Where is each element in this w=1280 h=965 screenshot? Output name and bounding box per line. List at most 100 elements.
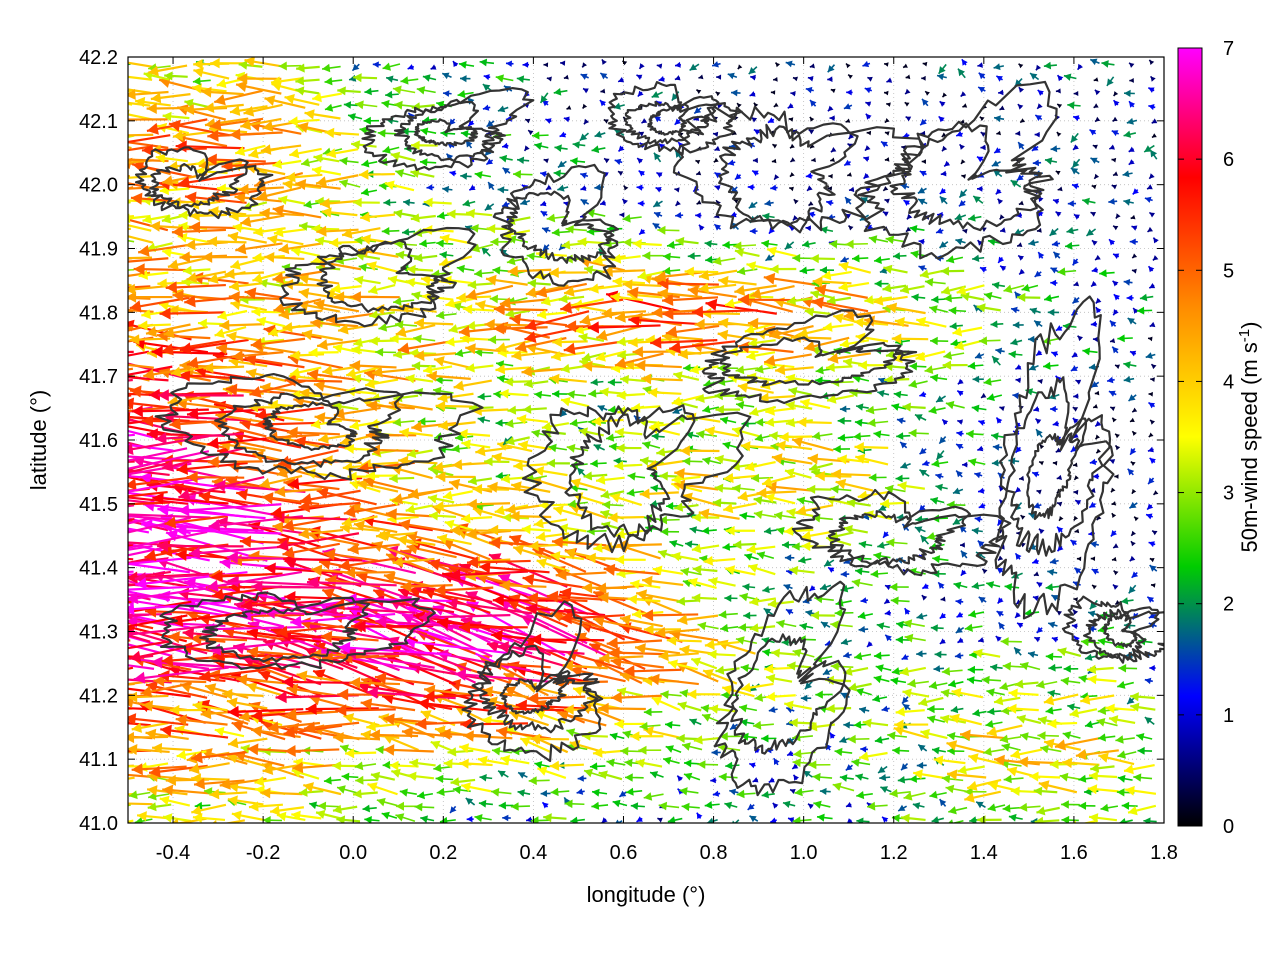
wind-arrow-head	[56, 417, 68, 429]
wind-arrow-head	[1095, 421, 1101, 427]
wind-arrow-head	[527, 252, 535, 261]
wind-arrow-head	[750, 228, 756, 235]
wind-arrow-head	[55, 651, 67, 663]
wind-arrow-head	[229, 291, 240, 303]
wind-arrow-head	[1019, 803, 1027, 812]
wind-arrow-head	[667, 241, 675, 249]
wind-arrow-head	[785, 554, 791, 561]
wind-arrow-head	[932, 459, 940, 467]
wind-arrow-head	[1034, 787, 1043, 796]
wind-arrow-head	[623, 238, 631, 247]
wind-arrow-head	[755, 418, 763, 427]
wind-arrow	[63, 668, 133, 683]
wind-arrow-head	[114, 405, 126, 417]
wind-arrow	[111, 270, 134, 271]
wind-arrow-head	[412, 291, 421, 300]
wind-arrow	[104, 202, 131, 205]
wind-arrow-head	[382, 812, 390, 820]
wind-arrow-head	[702, 405, 710, 413]
wind-arrow-head	[1086, 229, 1094, 236]
wind-arrow-head	[415, 803, 423, 812]
wind-arrow-head	[228, 738, 238, 749]
wind-arrow-head	[738, 491, 748, 501]
wind-arrow-head	[487, 224, 496, 233]
wind-arrow-head	[855, 774, 863, 781]
wind-arrow-head	[968, 610, 976, 618]
wind-arrow-head	[582, 731, 591, 740]
wind-arrow-head	[1039, 529, 1045, 534]
wind-arrow-head	[1028, 651, 1035, 658]
wind-arrow-head	[61, 632, 73, 644]
wind-arrow-head	[925, 278, 933, 287]
wind-arrow-head	[940, 613, 946, 619]
wind-arrow	[86, 709, 133, 712]
wind-arrow-head	[251, 726, 262, 738]
wind-arrow-head	[502, 815, 508, 822]
wind-arrow-head	[1040, 445, 1045, 450]
wind-arrow-head	[1132, 408, 1137, 413]
wind-arrow-head	[876, 664, 884, 672]
wind-arrow-head	[987, 393, 995, 401]
wind-arrow-head	[1061, 677, 1069, 686]
wind-arrow-head	[99, 791, 109, 801]
wind-arrow-head	[1061, 800, 1069, 809]
wind-arrow-head	[592, 789, 600, 797]
wind-arrow-head	[788, 387, 797, 396]
wind-arrow-head	[917, 613, 924, 620]
wind-arrow-head	[419, 239, 427, 247]
wind-arrow-head	[580, 315, 591, 326]
wind-arrow-head	[488, 335, 496, 344]
wind-arrow-head	[736, 401, 744, 409]
wind-arrow-head	[690, 365, 700, 375]
wind-arrow-head	[1057, 267, 1065, 276]
wind-arrow-head	[1145, 678, 1152, 684]
wind-arrow-head	[1018, 256, 1024, 261]
wind-arrow	[1068, 821, 1098, 828]
wind-arrow-head	[994, 696, 1003, 705]
wind-arrow-head	[80, 714, 91, 726]
wind-arrow-head	[1124, 376, 1131, 383]
wind-arrow-head	[391, 769, 401, 778]
wind-arrow-head	[1113, 309, 1119, 315]
wind-arrow-head	[829, 240, 837, 249]
wind-arrow-head	[991, 432, 999, 440]
wind-arrow-head	[111, 266, 119, 275]
wind-arrow-head	[1052, 240, 1059, 247]
wind-arrow-head	[1116, 213, 1121, 218]
wind-arrow-head	[468, 280, 477, 289]
wind-arrow-head	[80, 609, 91, 621]
wind-arrow-head	[770, 264, 779, 273]
wind-arrow-head	[1149, 213, 1155, 218]
wind-arrow-head	[773, 803, 779, 809]
wind-arrow-head	[856, 818, 863, 826]
wind-arrow-head	[446, 337, 455, 347]
wind-arrow-head	[474, 814, 482, 822]
wind-arrow-head	[929, 681, 937, 689]
wind-arrow-head	[838, 417, 845, 425]
wind-arrow-head	[958, 765, 967, 774]
wind-arrow-head	[737, 267, 746, 276]
wind-arrow-head	[400, 789, 408, 797]
wind-arrow-head	[946, 401, 955, 409]
wind-arrow-head	[496, 726, 508, 738]
wind-arrow-head	[955, 238, 962, 245]
wind-arrow-head	[30, 571, 41, 583]
wind-arrow-head	[551, 788, 559, 796]
wind-arrow-head	[39, 508, 51, 520]
wind-arrow-head	[663, 253, 671, 261]
wind-arrow-head	[495, 505, 505, 515]
wind-arrow-head	[58, 537, 69, 549]
wind-arrow-head	[1128, 806, 1138, 815]
wind-arrow-head	[968, 214, 976, 222]
wind-arrow-head	[631, 802, 638, 810]
wind-arrow-head	[78, 723, 90, 735]
wind-arrow-head	[738, 623, 746, 632]
wind-arrow-head	[104, 200, 113, 210]
wind-arrow-head	[1109, 239, 1115, 245]
wind-arrow-head	[638, 271, 648, 280]
wind-arrow-head	[669, 540, 677, 548]
wind-arrow-head	[215, 328, 225, 338]
wind-arrow-head	[309, 348, 318, 358]
wind-arrow-head	[1114, 294, 1120, 300]
